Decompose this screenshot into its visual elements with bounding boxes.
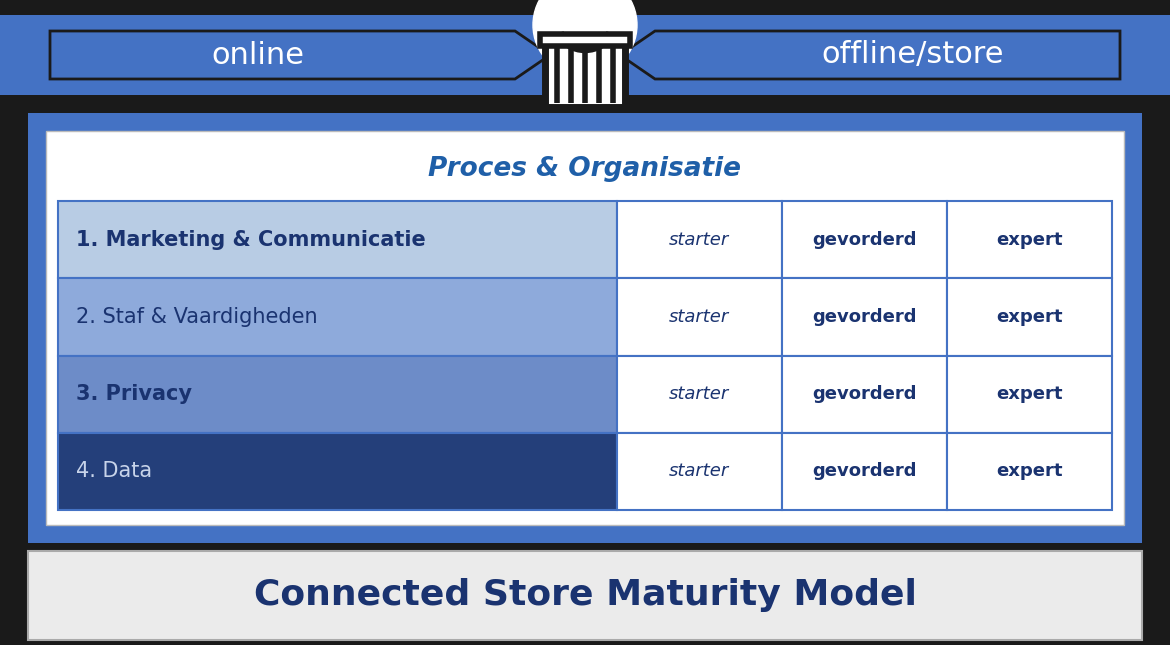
Text: offline/store: offline/store	[821, 41, 1004, 70]
Text: Connected Store Maturity Model: Connected Store Maturity Model	[254, 579, 916, 613]
Bar	[782, 433, 947, 510]
Text: 2. Staf & Vaardigheden: 2. Staf & Vaardigheden	[76, 307, 317, 327]
Polygon shape	[545, 38, 625, 107]
Bar	[58, 201, 617, 278]
Text: online: online	[211, 41, 304, 70]
Text: 4. Data: 4. Data	[76, 461, 152, 481]
Bar	[947, 355, 1112, 433]
Bar	[947, 433, 1112, 510]
Bar	[58, 355, 617, 433]
Bar	[28, 551, 1142, 640]
Bar	[617, 278, 782, 355]
Bar	[0, 15, 1170, 95]
Text: starter: starter	[669, 231, 729, 248]
Circle shape	[534, 0, 636, 77]
Bar	[782, 201, 947, 278]
Bar	[947, 278, 1112, 355]
Text: expert: expert	[996, 462, 1062, 481]
Bar	[947, 201, 1112, 278]
Bar	[541, 34, 629, 46]
Bar	[28, 95, 1142, 113]
Bar	[617, 355, 782, 433]
Bar	[28, 113, 1142, 543]
Polygon shape	[50, 31, 550, 79]
Text: expert: expert	[996, 231, 1062, 248]
Bar	[58, 278, 617, 355]
Text: expert: expert	[996, 385, 1062, 403]
Bar	[58, 433, 617, 510]
Bar	[617, 433, 782, 510]
Text: expert: expert	[996, 308, 1062, 326]
Text: gevorderd: gevorderd	[812, 231, 916, 248]
Text: 1. Marketing & Communicatie: 1. Marketing & Communicatie	[76, 230, 426, 250]
Text: Proces & Organisatie: Proces & Organisatie	[428, 156, 742, 182]
Text: 3. Privacy: 3. Privacy	[76, 384, 192, 404]
Bar	[782, 355, 947, 433]
Bar	[46, 131, 1124, 525]
Text: starter: starter	[669, 462, 729, 481]
Text: starter: starter	[669, 308, 729, 326]
Text: starter: starter	[669, 385, 729, 403]
Text: gevorderd: gevorderd	[812, 308, 916, 326]
Bar	[617, 201, 782, 278]
Text: gevorderd: gevorderd	[812, 385, 916, 403]
Text: gevorderd: gevorderd	[812, 462, 916, 481]
Bar	[782, 278, 947, 355]
Polygon shape	[620, 31, 1120, 79]
